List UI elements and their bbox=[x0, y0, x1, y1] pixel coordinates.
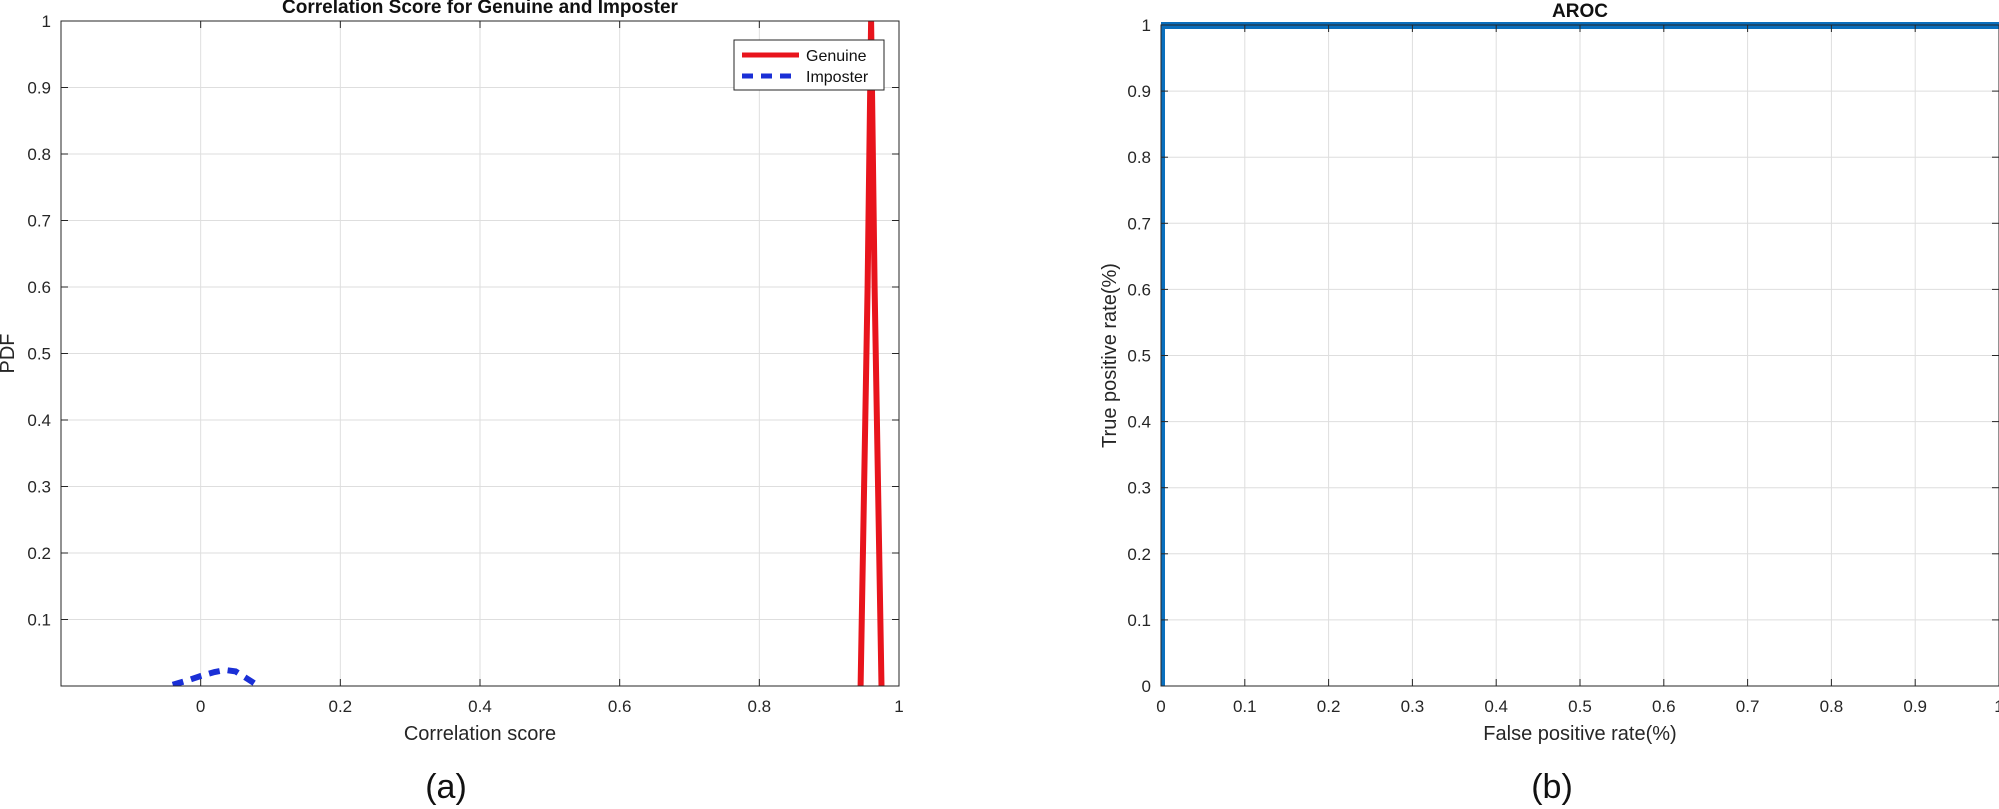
x-tick-label: 0.3 bbox=[1401, 697, 1425, 716]
y-tick-label: 1 bbox=[1142, 16, 1151, 35]
x-tick-label: 0.5 bbox=[1568, 697, 1592, 716]
x-tick-label: 0.8 bbox=[748, 697, 772, 716]
x-tick-label: 0 bbox=[1156, 697, 1165, 716]
y-tick-label: 0.4 bbox=[1127, 413, 1151, 432]
y-tick-label: 0.7 bbox=[27, 212, 51, 231]
y-tick-label: 0.9 bbox=[27, 79, 51, 98]
legend-a: Genuine Imposter bbox=[733, 39, 885, 91]
y-tick-label: 0.8 bbox=[27, 145, 51, 164]
panel-b-aroc-chart: 0 0.1 0.2 0.3 0.4 0.5 0.6 0.7 0.8 0.9 1 0 0.1 0.2 0.3 0… bbox=[1099, 1, 1999, 745]
caption-a: (a) bbox=[425, 768, 467, 806]
x-tick-label: 0.1 bbox=[1233, 697, 1257, 716]
legend-label-genuine: Genuine bbox=[806, 48, 867, 65]
grid-lines-a bbox=[61, 20, 900, 686]
y-tick-label: 0.2 bbox=[1127, 545, 1151, 564]
legend-box bbox=[733, 39, 885, 91]
y-tick-label: 0.3 bbox=[27, 478, 51, 497]
legend-label-imposter: Imposter bbox=[806, 69, 869, 86]
x-tick-label: 0.9 bbox=[1903, 697, 1927, 716]
y-tick-label: 0.1 bbox=[27, 611, 51, 630]
caption-b: (b) bbox=[1531, 768, 1573, 806]
y-tick-label: 1 bbox=[42, 12, 51, 31]
x-tick-label: 1 bbox=[894, 697, 903, 716]
x-tick-label: 0 bbox=[196, 697, 205, 716]
x-axis-label-b: False positive rate(%) bbox=[1483, 723, 1676, 745]
chart-title-b: AROC bbox=[1552, 1, 1608, 22]
y-tick-label: 0.6 bbox=[27, 278, 51, 297]
y-tick-label: 0.5 bbox=[27, 345, 51, 364]
y-tick-label: 0.6 bbox=[1127, 280, 1151, 299]
x-tick-label: 0.6 bbox=[1652, 697, 1676, 716]
x-tick-label: 0.6 bbox=[608, 697, 632, 716]
y-axis-label-b: True positive rate(%) bbox=[1099, 263, 1121, 448]
tick-marks-a bbox=[61, 20, 900, 686]
y-tick-label: 0.2 bbox=[27, 544, 51, 563]
y-tick-label: 0.9 bbox=[1127, 82, 1151, 101]
x-tick-label: 1 bbox=[1994, 697, 1999, 716]
tick-labels-b: 0 0.1 0.2 0.3 0.4 0.5 0.6 0.7 0.8 0.9 1 0 0.1 0.2 0.3 0… bbox=[1127, 16, 1999, 716]
tick-marks-b bbox=[1160, 24, 1999, 687]
tick-labels-a: 0 0.2 0.4 0.6 0.8 1 0.1 0.2 0.3 0.4 0.5 0.6 0.7 0.8 0.… bbox=[27, 12, 903, 716]
y-tick-label: 0.1 bbox=[1127, 611, 1151, 630]
y-tick-label: 0.4 bbox=[27, 411, 51, 430]
x-tick-label: 0.8 bbox=[1820, 697, 1844, 716]
y-tick-label: 0.8 bbox=[1127, 148, 1151, 167]
x-tick-label: 0.2 bbox=[329, 697, 353, 716]
x-tick-label: 0.4 bbox=[1484, 697, 1508, 716]
x-axis-label-a: Correlation score bbox=[404, 723, 556, 745]
x-tick-label: 0.7 bbox=[1736, 697, 1760, 716]
y-tick-label: 0.3 bbox=[1127, 479, 1151, 498]
x-tick-label: 0.2 bbox=[1317, 697, 1341, 716]
x-tick-label: 0.4 bbox=[468, 697, 492, 716]
y-tick-label: 0.5 bbox=[1127, 347, 1151, 366]
y-tick-label: 0.7 bbox=[1127, 214, 1151, 233]
chart-title-a: Correlation Score for Genuine and Impost… bbox=[282, 0, 679, 18]
y-axis-label-a: PDF bbox=[0, 334, 19, 374]
y-tick-label: 0 bbox=[1142, 677, 1151, 696]
panel-a-correlation-chart: 0 0.2 0.4 0.6 0.8 1 0.1 0.2 0.3 0.4 0.5 0.6 0.7 0.8 0.… bbox=[0, 0, 904, 745]
